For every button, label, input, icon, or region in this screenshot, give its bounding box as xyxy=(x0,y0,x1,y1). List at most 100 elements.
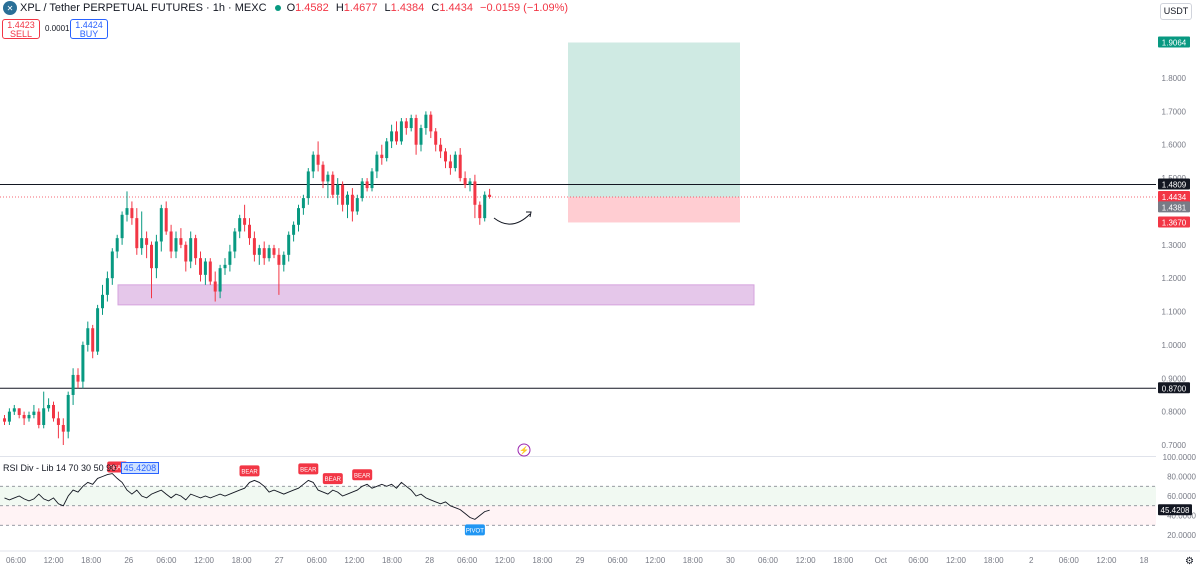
ohlc-readout: O1.4582 H1.4677 L1.4384 C1.4434 −0.0159 … xyxy=(287,2,573,14)
long-stop-zone[interactable] xyxy=(568,196,740,223)
time-axis-tick: 12:00 xyxy=(495,556,516,565)
candle-body xyxy=(252,238,256,255)
candle-body xyxy=(96,308,100,352)
candle-body xyxy=(331,174,335,195)
price-axis[interactable] xyxy=(1156,0,1200,569)
candle-body xyxy=(287,234,291,255)
candle-body xyxy=(419,128,423,145)
candle-body xyxy=(414,118,418,145)
time-axis-tick: 18:00 xyxy=(81,556,102,565)
candle-body xyxy=(434,131,438,145)
change-value: −0.0159 (−1.09%) xyxy=(480,2,569,14)
bear-divergence-label[interactable] xyxy=(239,465,260,477)
candle-body xyxy=(17,408,21,415)
pivot-label[interactable] xyxy=(464,524,485,536)
candle-body xyxy=(238,218,242,232)
resistance-price-label-bg xyxy=(1158,178,1190,190)
time-axis-tick: 26 xyxy=(124,556,133,565)
support-price-label: 0.8700 xyxy=(1162,384,1187,393)
lightning-glyph: ⚡ xyxy=(519,445,529,455)
candle-body xyxy=(42,408,46,425)
candle-body xyxy=(233,231,237,252)
bear-divergence-label[interactable] xyxy=(322,473,343,485)
candle-body xyxy=(370,171,374,189)
candle-body xyxy=(355,198,359,212)
sell-label: SELL xyxy=(9,29,33,39)
time-axis-tick: 18:00 xyxy=(532,556,553,565)
candle-body xyxy=(120,214,124,239)
close-label: C xyxy=(431,2,440,14)
buy-price: 1.4424 xyxy=(75,20,103,30)
rsi-value-tag-bg xyxy=(1158,504,1192,516)
rsi-indicator-legend[interactable]: RSI Div - Lib 14 70 30 50 90 45.4208 xyxy=(3,462,160,474)
candle-body xyxy=(223,264,227,269)
candle-body xyxy=(424,114,428,129)
price-axis-tick: 1.8000 xyxy=(1162,74,1187,83)
candle-body xyxy=(71,374,75,395)
currency-selector[interactable]: USDT xyxy=(1160,3,1192,20)
rsi-axis-tick: 60.0000 xyxy=(1167,492,1196,501)
bear-divergence-label[interactable] xyxy=(298,463,319,475)
resistance-price-label: 1.4809 xyxy=(1162,180,1187,189)
candle-body xyxy=(448,161,452,169)
candle-body xyxy=(125,208,129,215)
candle-body xyxy=(272,248,276,255)
candle-body xyxy=(164,208,168,232)
candle-body xyxy=(458,154,462,179)
low-value: 1.4384 xyxy=(390,2,425,14)
time-axis-tick: 12:00 xyxy=(44,556,65,565)
bear-label-text: BEAR xyxy=(354,473,371,479)
candle-body xyxy=(135,218,139,249)
time-axis-tick: 2 xyxy=(1029,556,1034,565)
candle-body xyxy=(37,411,41,425)
candle-body xyxy=(257,248,261,255)
candle-body xyxy=(301,198,305,209)
rsi-axis-tick: 40.0000 xyxy=(1167,512,1196,521)
symbol-title[interactable]: XPL / Tether PERPETUAL FUTURES · 1h · ME… xyxy=(20,2,267,14)
lightning-icon[interactable] xyxy=(517,443,531,457)
candle-body xyxy=(463,178,467,185)
candle-body xyxy=(105,278,109,295)
close-value: 1.4434 xyxy=(439,2,473,14)
candle-body xyxy=(385,141,389,159)
long-target-zone[interactable] xyxy=(568,42,740,197)
time-axis-tick: 18:00 xyxy=(984,556,1005,565)
time-axis-tick: 18:00 xyxy=(833,556,854,565)
pivot-label-text: PIVOT xyxy=(466,528,484,534)
candle-body xyxy=(218,268,222,292)
candle-body xyxy=(115,238,119,252)
candle-body xyxy=(81,344,85,382)
settings-icon[interactable]: ⚙ xyxy=(1185,556,1194,567)
curve-arrow-drawing[interactable] xyxy=(493,213,531,225)
candle-body xyxy=(306,171,310,199)
time-axis-tick: 18:00 xyxy=(382,556,403,565)
rsi-overbought-band xyxy=(0,486,1156,506)
candle-body xyxy=(316,154,320,165)
candle-body xyxy=(380,154,384,159)
xpl-logo-icon: ✕ xyxy=(3,1,17,15)
candle-body xyxy=(91,328,95,352)
buy-button[interactable]: 1.4424 BUY xyxy=(70,19,108,39)
high-value: 1.4677 xyxy=(343,2,378,14)
time-axis-tick: 06:00 xyxy=(307,556,328,565)
candle-body xyxy=(184,244,188,262)
open-value: 1.4582 xyxy=(295,2,329,14)
time-axis-tick: 30 xyxy=(726,556,735,565)
last-price-label: 1.4434 xyxy=(1162,193,1187,202)
candle-body xyxy=(27,414,31,419)
bear-label-text: BEAR xyxy=(300,467,317,473)
sell-button[interactable]: 1.4423 SELL xyxy=(2,19,40,39)
demand-zone-box[interactable] xyxy=(117,284,755,306)
rsi-current-value: 45.4208 xyxy=(120,462,160,474)
chart-header: ✕ XPL / Tether PERPETUAL FUTURES · 1h · … xyxy=(0,0,572,16)
curve-arrow-head xyxy=(526,211,532,218)
time-axis-tick: 12:00 xyxy=(344,556,365,565)
rsi-value-tag: 45.4208 xyxy=(1161,506,1190,515)
candle-body xyxy=(130,208,134,219)
bear-label-text: BEAR xyxy=(109,465,126,471)
bear-divergence-label[interactable] xyxy=(352,469,373,481)
candle-body xyxy=(473,181,477,205)
candle-body xyxy=(228,251,232,265)
candle-body xyxy=(47,404,51,409)
